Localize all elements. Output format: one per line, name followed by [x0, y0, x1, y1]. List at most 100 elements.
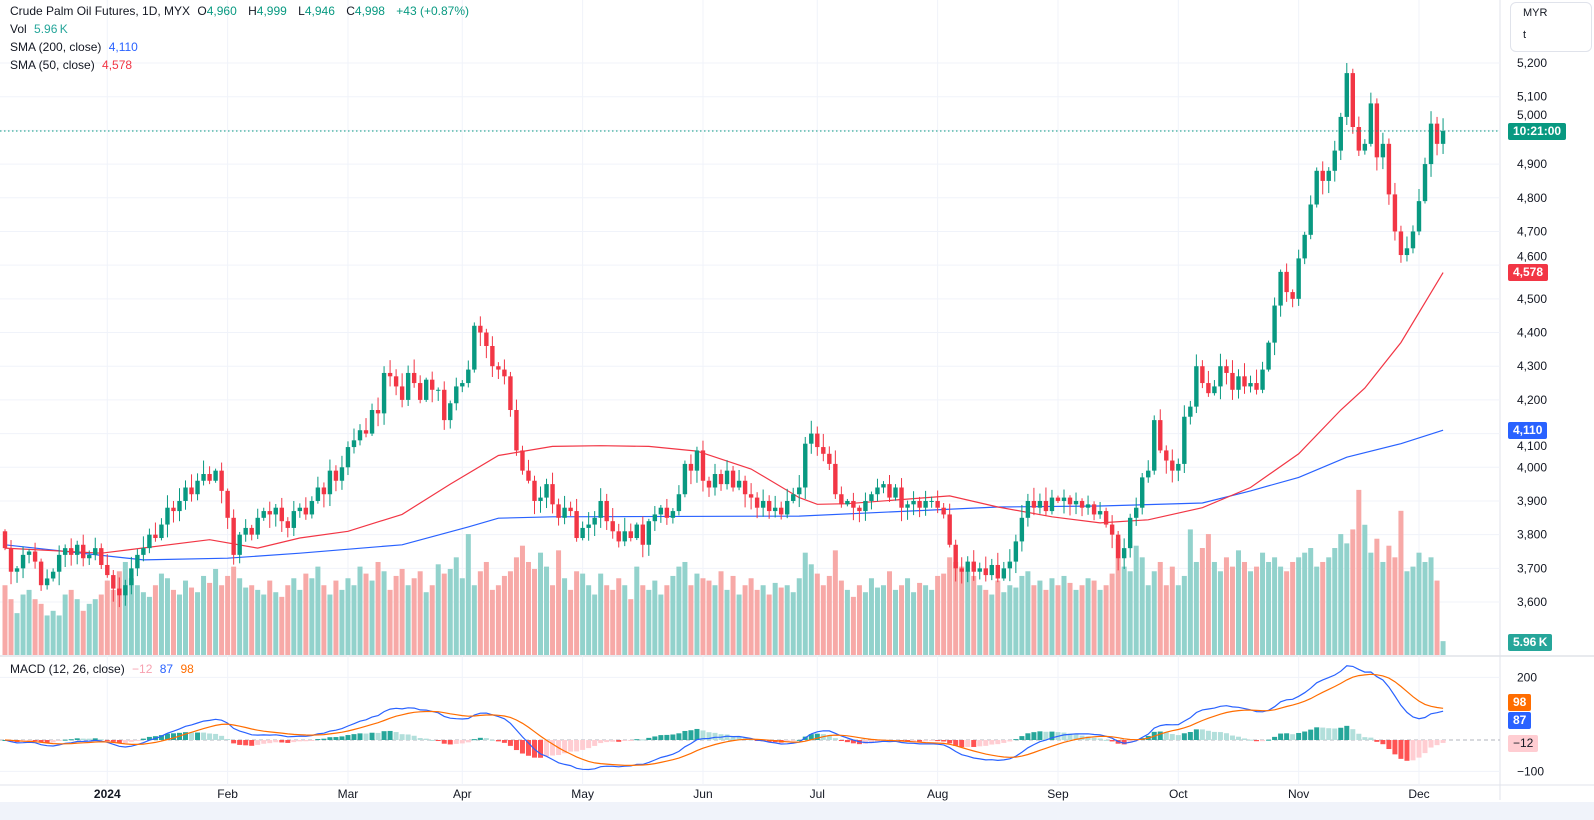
- candle: [923, 490, 928, 516]
- macd-histogram-bar: [411, 735, 417, 740]
- candle-body: [899, 487, 904, 508]
- candle-body: [821, 447, 826, 454]
- candle: [508, 371, 513, 417]
- candle-body: [231, 517, 236, 555]
- volume-bar: [297, 589, 303, 655]
- volume-badge: 5.96 K: [1508, 633, 1553, 651]
- macd-histogram-bar: [104, 740, 110, 741]
- candle-body: [490, 345, 495, 367]
- candle: [989, 558, 994, 581]
- macd-histogram-bar: [363, 733, 369, 740]
- unit-label: t: [1523, 29, 1527, 41]
- macd-histogram-bar: [712, 732, 718, 740]
- macd-histogram-bar: [471, 739, 477, 741]
- candle: [1194, 354, 1199, 414]
- close-value: 4,998: [354, 4, 385, 18]
- macd-histogram-bar: [580, 740, 586, 750]
- candle-body: [129, 568, 134, 586]
- volume-bar: [610, 589, 616, 655]
- candle-body: [803, 443, 808, 488]
- candle-body: [1284, 271, 1289, 293]
- volume-bar: [874, 587, 880, 655]
- macd-histogram-bar: [1121, 740, 1127, 745]
- candle: [26, 548, 32, 564]
- volume-bar: [1332, 548, 1338, 655]
- macd-histogram-bar: [225, 739, 231, 741]
- macd-histogram-bar: [56, 740, 62, 742]
- candle-body: [526, 470, 531, 481]
- sma200-legend[interactable]: SMA (200, close) 4,110: [10, 38, 142, 56]
- candle: [1152, 415, 1157, 475]
- macd-histogram-bar: [874, 740, 880, 743]
- candle-body: [1230, 372, 1235, 390]
- volume-bar: [941, 573, 947, 655]
- candle-body: [827, 453, 832, 464]
- candle-body: [1224, 366, 1229, 373]
- candle: [1079, 498, 1085, 517]
- candle: [219, 462, 224, 504]
- volume-bar: [1067, 582, 1073, 655]
- candle: [129, 556, 134, 595]
- macd-histogram-bar: [50, 740, 56, 743]
- candle-body: [1380, 143, 1386, 158]
- symbol-legend: Crude Palm Oil Futures, 1D, MYX O4,960 H…: [10, 2, 473, 20]
- volume-bar: [1163, 585, 1169, 655]
- sma50-value: 4,578: [102, 58, 133, 72]
- candle-body: [1103, 511, 1109, 525]
- candle: [634, 522, 639, 541]
- macd-histogram-bar: [375, 732, 381, 740]
- macd-hist-value: −12: [132, 662, 153, 676]
- volume-bar: [886, 571, 892, 655]
- candle-body: [411, 372, 417, 384]
- candle-body: [1140, 477, 1145, 508]
- volume-bar: [844, 589, 850, 655]
- candle-body: [1109, 524, 1115, 535]
- candle: [881, 481, 886, 494]
- volume-bar: [14, 613, 20, 655]
- candle: [742, 475, 748, 508]
- macd-histogram-bar: [1278, 733, 1284, 740]
- sma50-legend[interactable]: SMA (50, close) 4,578: [10, 56, 136, 74]
- macd-histogram-bar: [183, 732, 189, 740]
- volume-bar: [249, 585, 255, 655]
- macd-badge: 87: [1508, 711, 1532, 729]
- macd-histogram-bar: [321, 738, 327, 740]
- sma200-value: 4,110: [108, 40, 138, 54]
- candle-body: [141, 548, 146, 555]
- macd-histogram-bar: [32, 740, 38, 741]
- candle-body: [177, 500, 182, 512]
- candle: [1278, 269, 1283, 317]
- price-tick-label: 3,600: [1517, 595, 1547, 609]
- macd-histogram: [2, 725, 1446, 761]
- macd-histogram-bar: [333, 737, 339, 740]
- candle-body: [225, 490, 230, 518]
- volume-legend: Vol 5.96 K: [10, 20, 72, 38]
- volume-bar: [429, 585, 435, 655]
- candle-body: [105, 564, 110, 576]
- volume-bar: [1380, 561, 1386, 655]
- candle-body: [1314, 170, 1319, 205]
- candle-body: [791, 494, 796, 501]
- candle: [255, 508, 260, 540]
- candle-body: [712, 474, 718, 488]
- macd-legend[interactable]: MACD (12, 26, close) −12 87 98: [10, 660, 198, 678]
- volume-bar: [550, 585, 556, 655]
- macd-signal-value: 98: [180, 662, 194, 676]
- macd-histogram-bar: [959, 740, 965, 748]
- currency-unit-selector[interactable]: MYR t: [1510, 2, 1592, 52]
- volume-label: Vol: [10, 22, 27, 36]
- macd-histogram-bar: [507, 740, 513, 746]
- candle: [1434, 116, 1440, 156]
- candle-body: [159, 524, 164, 539]
- volume-bar: [664, 585, 670, 655]
- candle: [1031, 487, 1037, 516]
- candle-body: [333, 470, 339, 481]
- candle-body: [1260, 369, 1265, 390]
- volume-bar: [1326, 557, 1332, 655]
- candle: [1164, 445, 1169, 474]
- candle: [532, 475, 537, 515]
- macd-histogram-bar: [237, 740, 243, 745]
- volume-bar: [345, 578, 351, 655]
- macd-histogram-bar: [1061, 732, 1067, 740]
